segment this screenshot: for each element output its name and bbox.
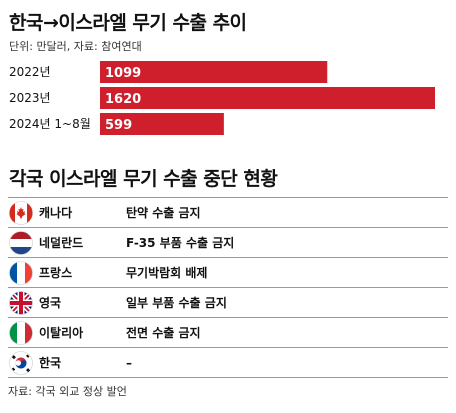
bar-value-label: 599 <box>105 118 132 133</box>
export-status: F-35 부품 수출 금지 <box>126 236 235 250</box>
country-name: 이탈리아 <box>39 326 84 340</box>
source-note: 자료: 각국 외교 정상 발언 <box>8 385 127 398</box>
country-name: 네덜란드 <box>39 236 84 250</box>
bar-value-label: 1099 <box>105 66 141 81</box>
export-status: 일부 부품 수출 금지 <box>126 296 227 310</box>
italy-flag-icon <box>9 320 33 345</box>
netherlands-flag-icon <box>9 230 33 255</box>
category-label: 2022년 <box>9 65 51 79</box>
table-row: 캐나다 탄약 수출 금지 <box>8 198 448 228</box>
export-status: 탄약 수출 금지 <box>126 206 201 220</box>
country-name: 영국 <box>39 296 62 310</box>
table-row: 한국 – <box>8 348 448 378</box>
chart-title: 한국→이스라엘 무기 수출 추이 <box>9 12 247 34</box>
bar <box>100 113 224 135</box>
export-status: 전면 수출 금지 <box>126 326 201 340</box>
table-title: 각국 이스라엘 무기 수출 중단 현황 <box>9 168 278 190</box>
unit-note: 단위: 만달러, 자료: 참여연대 <box>9 40 142 53</box>
country-table: 캐나다 탄약 수출 금지 네덜란드 F-35 부품 수출 금지 <box>8 197 448 378</box>
table-row: 네덜란드 F-35 부품 수출 금지 <box>8 228 448 258</box>
bar-value-label: 1620 <box>105 92 141 107</box>
table-row: 이탈리아 전면 수출 금지 <box>8 318 448 348</box>
export-status: – <box>126 355 132 370</box>
bar-chart: 2022년 1099 2023년 1620 2024년 1~8월 599 <box>9 61 435 135</box>
canada-flag-icon <box>9 200 33 225</box>
country-name: 캐나다 <box>39 206 73 220</box>
category-label: 2024년 1~8월 <box>9 117 91 131</box>
uk-flag-icon <box>9 290 33 315</box>
table-row: 프랑스 무기박람회 배제 <box>8 258 448 288</box>
country-name: 프랑스 <box>39 266 73 280</box>
table-row: 영국 일부 부품 수출 금지 <box>8 288 448 318</box>
korea-flag-icon <box>9 350 33 375</box>
france-flag-icon <box>9 260 33 285</box>
category-label: 2023년 <box>9 91 51 105</box>
bar <box>100 61 328 83</box>
export-status: 무기박람회 배제 <box>126 266 208 280</box>
bar <box>100 87 435 109</box>
country-name: 한국 <box>39 356 62 370</box>
